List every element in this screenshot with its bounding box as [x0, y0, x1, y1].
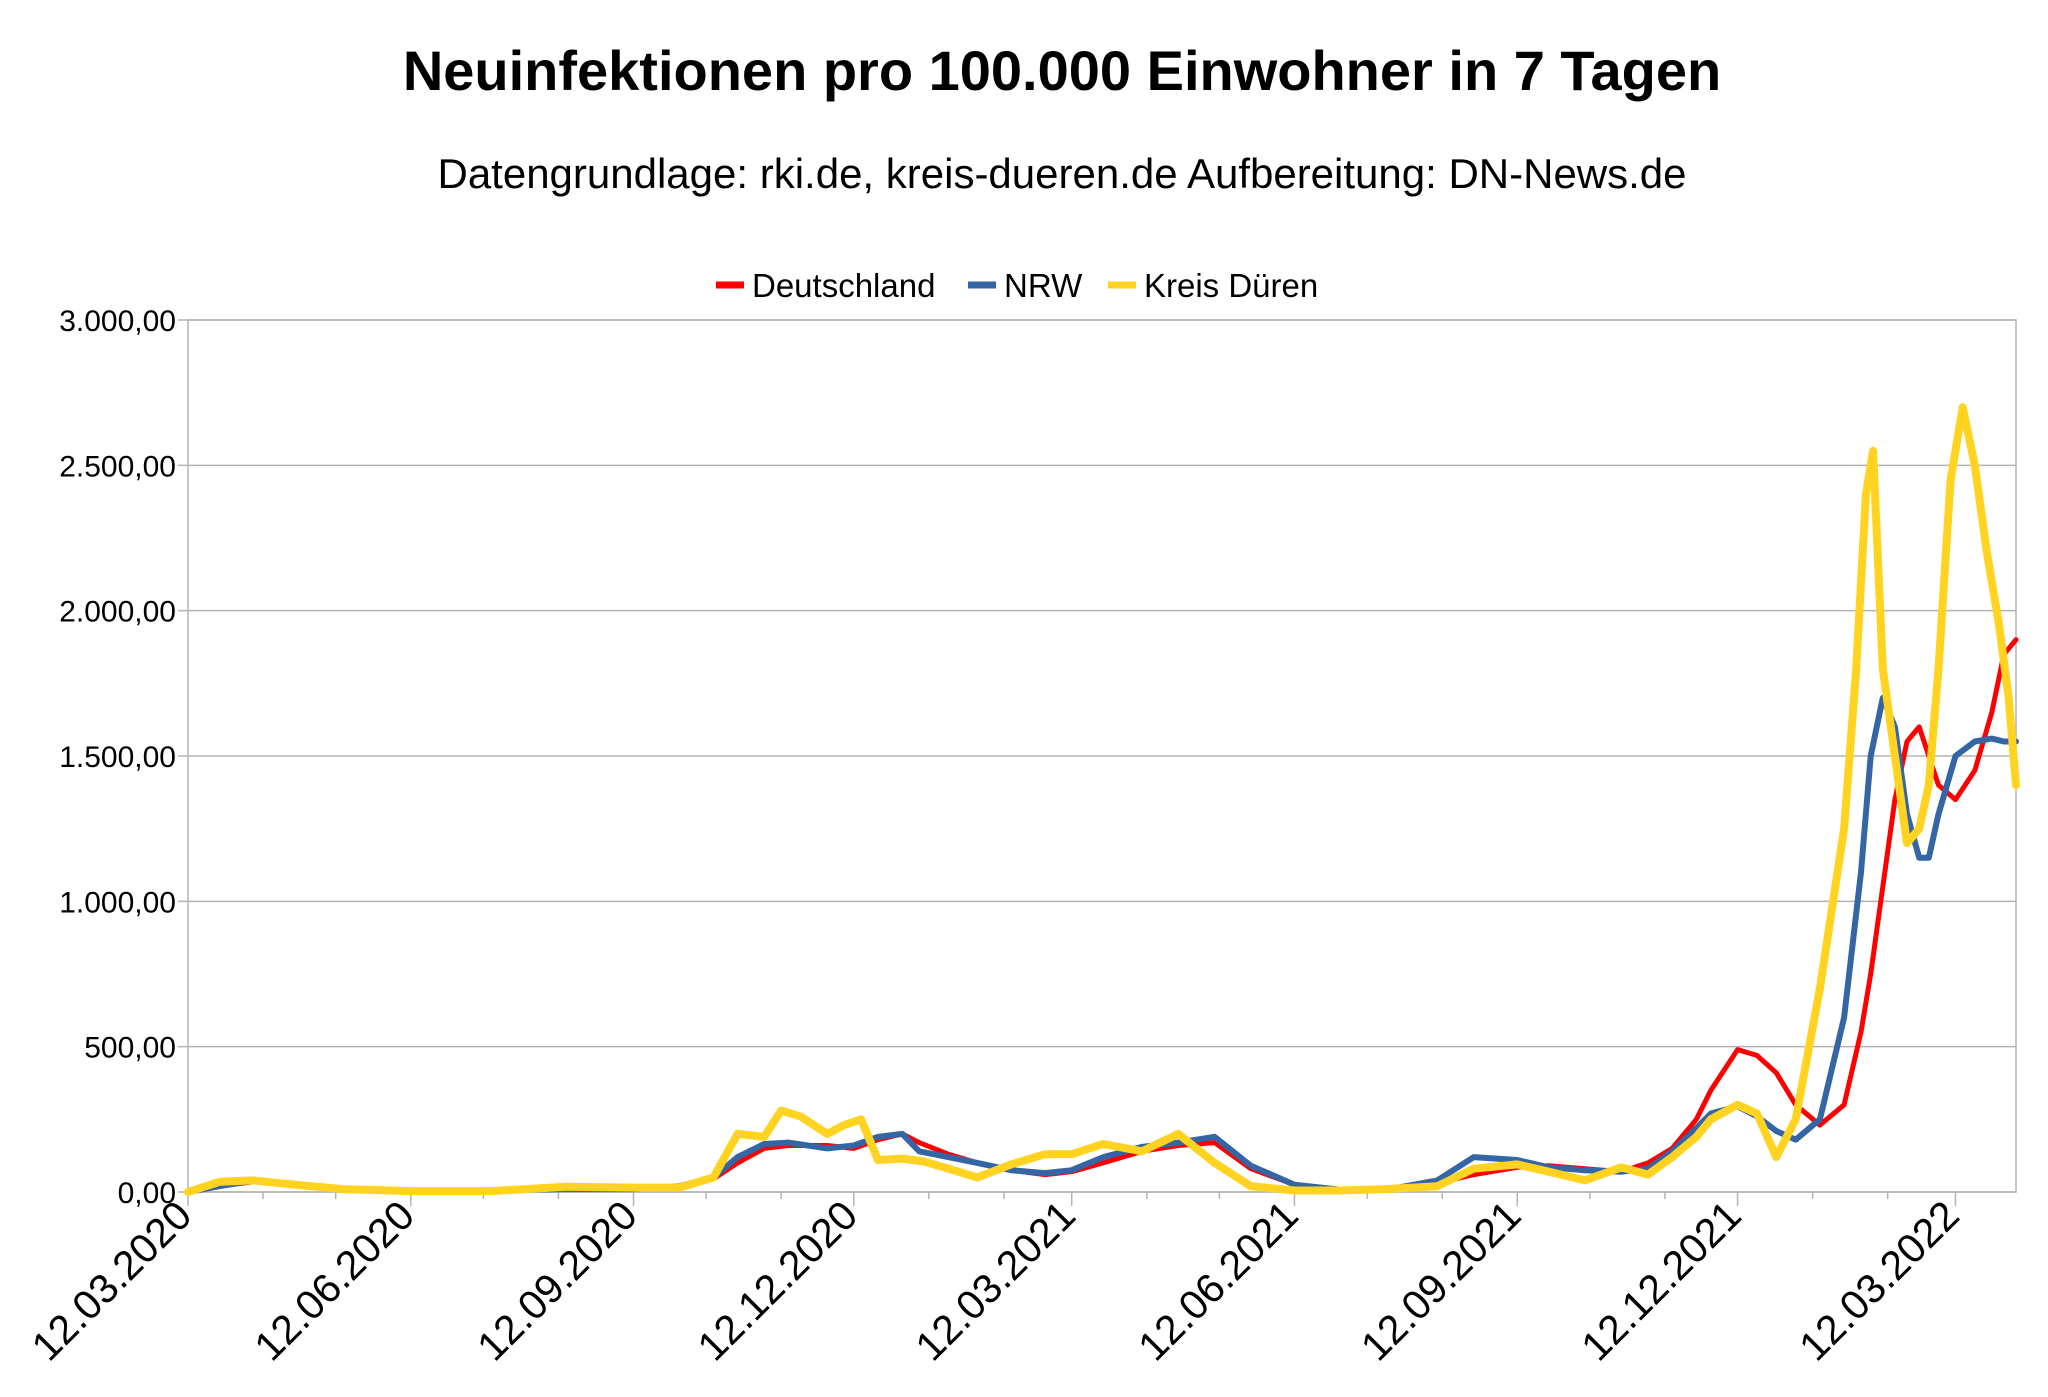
legend-label: Deutschland	[752, 267, 935, 304]
y-axis: 0,00 500,00 1.000,00 1.500,00 2.000,00 2.500,…	[59, 305, 188, 1210]
x-axis: 12.03.2020 12.06.2020 12.09.2020 12.12.2020…	[23, 1192, 1968, 1370]
x-tick-label: 12.12.2020	[689, 1192, 867, 1370]
gridlines	[188, 319, 2016, 1193]
x-tick-label: 12.06.2021	[1129, 1192, 1307, 1370]
x-tick-label: 12.03.2021	[906, 1192, 1084, 1370]
y-tick-label: 500,00	[84, 1032, 176, 1065]
y-tick-label: 1.000,00	[59, 886, 176, 919]
y-tick-label: 1.500,00	[59, 741, 176, 774]
y-tick-label: 3.000,00	[59, 305, 176, 338]
series-line-nrw	[185, 694, 2019, 1195]
y-tick-label: 2.500,00	[59, 450, 176, 483]
x-tick-label: 12.03.2022	[1790, 1192, 1968, 1370]
series-lines	[184, 403, 2020, 1196]
legend-label: NRW	[1004, 267, 1083, 304]
y-tick-label: 0,00	[118, 1177, 176, 1210]
chart-title: Neuinfektionen pro 100.000 Einwohner in …	[403, 39, 1721, 102]
legend: Deutschland NRW Kreis Düren	[716, 267, 1318, 304]
legend-label: Kreis Düren	[1144, 267, 1318, 304]
x-tick-label: 12.06.2020	[245, 1192, 423, 1370]
x-tick-label: 12.03.2020	[23, 1192, 201, 1370]
y-tick-label: 2.000,00	[59, 596, 176, 629]
chart-subtitle: Datengrundlage: rki.de, kreis-dueren.de …	[437, 150, 1686, 197]
x-tick-label: 12.09.2021	[1352, 1192, 1530, 1370]
x-tick-label: 12.09.2020	[468, 1192, 646, 1370]
series-line-kreis-d-ren	[184, 403, 2020, 1196]
x-tick-label: 12.12.2021	[1572, 1192, 1750, 1370]
